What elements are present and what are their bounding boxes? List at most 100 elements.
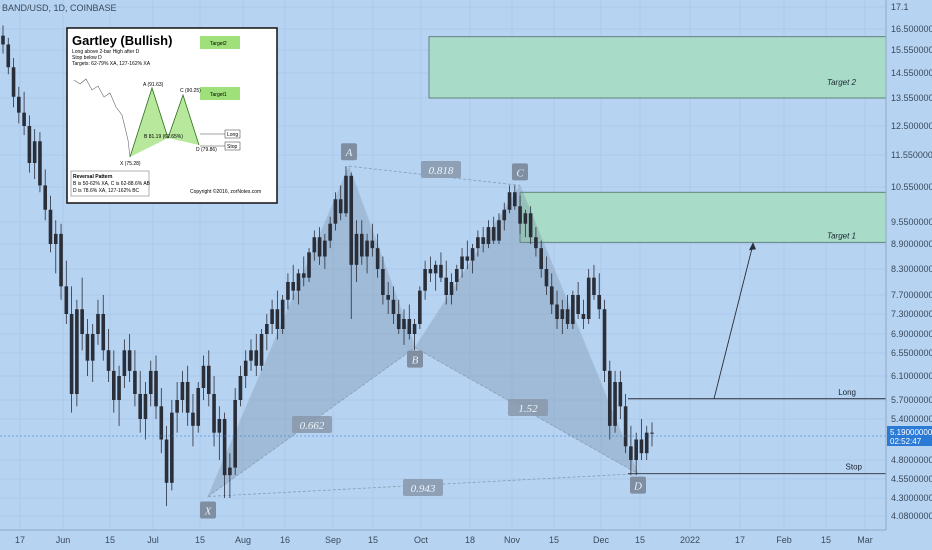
candle-body xyxy=(64,286,69,314)
candle-body xyxy=(69,314,74,394)
inset-point-b: B 81.19 (62.65%) xyxy=(144,134,183,140)
price-tick-label: 15.55000000 xyxy=(891,45,932,55)
inset-target1-box xyxy=(200,87,240,100)
candle-body xyxy=(75,309,79,394)
time-tick-label: Feb xyxy=(776,535,792,545)
level-lines xyxy=(0,242,886,475)
candle-body xyxy=(386,295,390,300)
candle-body xyxy=(412,324,417,334)
inset-target1: Target1 xyxy=(210,92,227,98)
time-tick-label: 17 xyxy=(735,535,745,545)
price-tick-label: 13.55000000 xyxy=(891,93,932,103)
inset-pattern-line xyxy=(129,86,200,158)
candle-body xyxy=(312,237,317,253)
price-tick-label: 4.08000000 xyxy=(891,511,932,521)
inset-stop-box xyxy=(224,141,241,151)
candle-body xyxy=(164,439,169,483)
target-arrow xyxy=(713,244,754,399)
candle-body xyxy=(17,96,21,113)
inset-point-x: X (75.28) xyxy=(120,161,141,167)
candle-body xyxy=(96,314,100,334)
candle-body xyxy=(607,370,612,426)
candle-body xyxy=(576,295,580,314)
candle-body xyxy=(301,273,306,278)
candle-body xyxy=(222,419,227,476)
time-axis[interactable] xyxy=(0,530,886,550)
candle-body xyxy=(27,126,32,163)
candle-body xyxy=(359,233,364,257)
candle-body xyxy=(555,304,559,319)
price-tick-label: 6.10000000 xyxy=(891,371,932,381)
candle-body xyxy=(254,350,259,366)
time-tick-label: Nov xyxy=(504,535,521,545)
candle-body xyxy=(507,192,512,210)
candles xyxy=(1,25,654,507)
candle-body xyxy=(602,309,607,371)
price-tick-label: 17.1 xyxy=(891,2,909,12)
time-tick-label: Jun xyxy=(56,535,71,545)
candle-body xyxy=(439,264,443,278)
candle-body xyxy=(280,299,285,329)
candle-body xyxy=(486,227,491,244)
price-tick-label: 7.70000000 xyxy=(891,290,932,300)
candle-body xyxy=(613,382,617,426)
candle-body xyxy=(391,299,396,314)
inset-xab-triangle xyxy=(130,88,168,157)
candle-body xyxy=(286,282,290,300)
ratio-box xyxy=(292,416,332,433)
candle-body xyxy=(180,382,185,400)
time-tick-label: 15 xyxy=(635,535,645,545)
candle-body xyxy=(201,365,206,388)
inset-copyright: Copyright ©2016, zorNotes.com xyxy=(190,188,261,195)
candle-body xyxy=(454,269,459,282)
candle-body xyxy=(138,394,142,419)
point-marker xyxy=(341,143,357,161)
target1-label: Target 1 xyxy=(827,231,856,240)
pattern-ratio-line xyxy=(414,347,639,475)
candle-body xyxy=(644,432,649,454)
candle-body xyxy=(381,269,385,295)
candle-body xyxy=(581,314,586,319)
candle-body xyxy=(597,295,602,310)
candle-body xyxy=(243,360,248,376)
long-label: Long xyxy=(838,388,856,397)
inset-long: Long xyxy=(227,132,238,138)
target2-zone xyxy=(428,36,887,99)
candle-body xyxy=(629,446,633,460)
price-tick-label: 5.70000000 xyxy=(891,395,932,405)
candle-body xyxy=(333,199,338,224)
stop-label: Stop xyxy=(846,463,863,472)
target-arrow-head xyxy=(749,242,756,251)
candle-body xyxy=(491,227,496,241)
candle-body xyxy=(112,370,116,400)
candle-body xyxy=(396,314,401,329)
countdown: 02:52:47 xyxy=(890,437,922,446)
candle-body xyxy=(444,277,449,295)
price-tick-label: 4.30000000 xyxy=(891,493,932,503)
candle-body xyxy=(623,406,628,447)
last-price-marker: 5.19000000 02:52:47 xyxy=(887,426,932,446)
inset-rule-3: Targets: 62-79% XA, 127-162% XA xyxy=(72,61,151,67)
candle-body xyxy=(212,394,216,433)
candle-body xyxy=(85,334,90,361)
candle-body xyxy=(365,240,369,257)
candle-body xyxy=(90,334,95,361)
candle-body xyxy=(296,273,301,291)
candle-body xyxy=(539,248,543,269)
candle-body xyxy=(317,237,322,257)
candle-body xyxy=(586,277,591,319)
candle-body xyxy=(423,269,427,291)
ratio-label: 0.818 xyxy=(429,165,454,177)
candle-body xyxy=(191,412,195,426)
price-axis-ticks: 17.1 16.50000000 15.55000000 14.55000000 13.… xyxy=(891,2,932,521)
candle-body xyxy=(122,350,127,376)
point-label: C xyxy=(516,167,524,179)
candle-body xyxy=(154,370,158,407)
candle-body xyxy=(323,240,327,257)
price-tick-label: 8.30000000 xyxy=(891,264,932,274)
candle-body xyxy=(449,282,454,295)
candle-body xyxy=(117,376,121,400)
inset-footer-box xyxy=(70,170,150,197)
inset-title: Gartley (Bullish) xyxy=(72,33,172,48)
